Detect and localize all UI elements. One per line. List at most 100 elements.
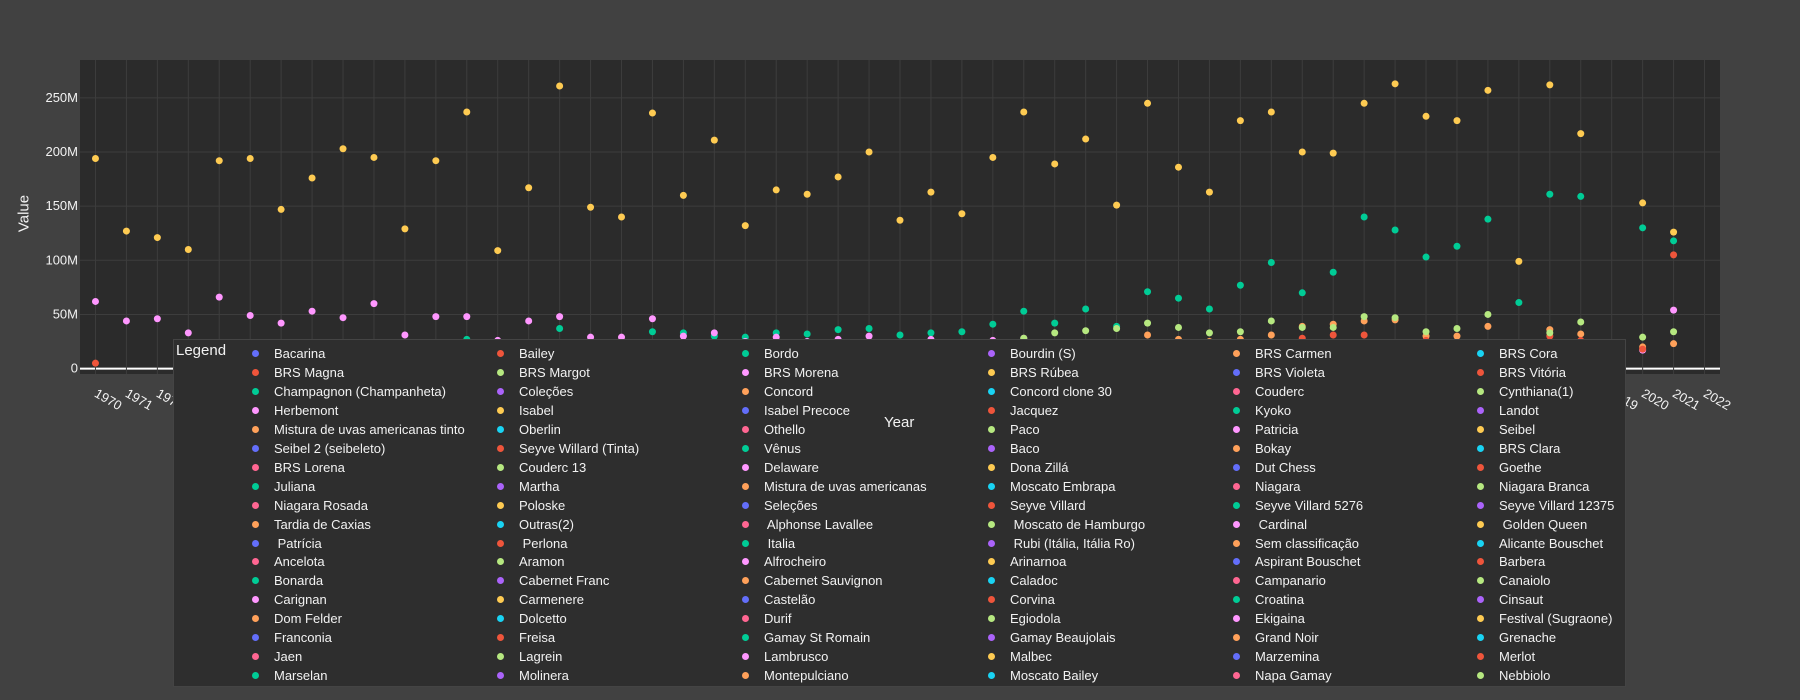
legend-item[interactable]: Festival (Sugraone) [1477,611,1612,627]
legend-item[interactable]: Dom Felder [252,611,342,627]
legend-item[interactable]: Seyve Villard 12375 [1477,498,1614,514]
legend-item[interactable]: Moscato Bailey [988,668,1098,684]
legend-item[interactable]: Seyve Willard (Tinta) [497,441,639,457]
legend-item[interactable]: Cabernet Sauvignon [742,573,883,589]
legend-item[interactable]: Champagnon (Champanheta) [252,384,446,400]
legend-item[interactable]: Bonarda [252,573,323,589]
legend-item[interactable]: Seibel [1477,422,1535,438]
legend-item[interactable]: Ekigaina [1233,611,1305,627]
legend-item[interactable]: Seleções [742,498,817,514]
legend-item[interactable]: Marzemina [1233,649,1319,665]
legend-item[interactable]: Mistura de uvas americanas [742,479,927,495]
legend-item[interactable]: Concord [742,384,813,400]
legend-item[interactable]: Dolcetto [497,611,567,627]
legend-item[interactable]: Kyoko [1233,403,1291,419]
legend-item[interactable]: Patrícia [252,536,322,552]
legend-item[interactable]: Egiodola [988,611,1061,627]
legend-item[interactable]: Montepulciano [742,668,849,684]
legend-item[interactable]: Juliana [252,479,315,495]
legend-item[interactable]: BRS Magna [252,365,344,381]
legend-item[interactable]: Canaiolo [1477,573,1550,589]
legend-item[interactable]: Napa Gamay [1233,668,1332,684]
legend-item[interactable]: BRS Cora [1477,346,1558,362]
legend-item[interactable]: Martha [497,479,559,495]
legend-item[interactable]: Freisa [497,630,555,646]
legend-item[interactable]: Carignan [252,592,327,608]
legend-item[interactable]: Poloske [497,498,565,514]
legend-item[interactable]: Cabernet Franc [497,573,609,589]
legend-item[interactable]: BRS Margot [497,365,590,381]
legend-item[interactable]: Grenache [1477,630,1556,646]
legend-item[interactable]: Niagara Rosada [252,498,368,514]
legend-item[interactable]: Isabel Precoce [742,403,850,419]
legend-item[interactable]: Goethe [1477,460,1542,476]
legend-item[interactable]: Aspirant Bouschet [1233,554,1361,570]
legend-item[interactable]: Seyve Villard 5276 [1233,498,1363,514]
legend-item[interactable]: Othello [742,422,805,438]
legend-item[interactable]: Franconia [252,630,332,646]
legend-item[interactable]: Coleções [497,384,573,400]
legend-item[interactable]: Lagrein [497,649,562,665]
legend-item[interactable]: Moscato Embrapa [988,479,1116,495]
legend-item[interactable]: Gamay Beaujolais [988,630,1116,646]
legend-item[interactable]: Alfrocheiro [742,554,826,570]
legend-item[interactable]: Cardinal [1233,517,1307,533]
legend-item[interactable]: Alphonse Lavallee [742,517,873,533]
legend-item[interactable]: Baco [988,441,1040,457]
legend-item[interactable]: Arinarnoa [988,554,1066,570]
legend-item[interactable]: Barbera [1477,554,1545,570]
legend-item[interactable]: Gamay St Romain [742,630,870,646]
legend-item[interactable]: Bourdin (S) [988,346,1076,362]
legend-item[interactable]: Seyve Villard [988,498,1086,514]
legend-item[interactable]: Malbec [988,649,1052,665]
legend-item[interactable]: Ancelota [252,554,325,570]
legend-item[interactable]: Marselan [252,668,327,684]
legend-item[interactable]: Couderc 13 [497,460,586,476]
legend-item[interactable]: Dut Chess [1233,460,1316,476]
legend-item[interactable]: Molinera [497,668,569,684]
legend-item[interactable]: Jaen [252,649,302,665]
legend-item[interactable]: Oberlin [497,422,561,438]
legend-item[interactable]: Paco [988,422,1040,438]
legend-item[interactable]: Patricia [1233,422,1298,438]
legend-item[interactable]: Niagara [1233,479,1301,495]
legend-item[interactable]: Carmenere [497,592,584,608]
legend-item[interactable]: BRS Rúbea [988,365,1079,381]
legend-item[interactable]: BRS Carmen [1233,346,1332,362]
legend-item[interactable]: Grand Noir [1233,630,1319,646]
legend-item[interactable]: Bordo [742,346,799,362]
legend-item[interactable]: Lambrusco [742,649,828,665]
legend-item[interactable]: Vênus [742,441,801,457]
legend-item[interactable]: Corvina [988,592,1055,608]
legend-item[interactable]: BRS Morena [742,365,838,381]
legend-item[interactable]: Campanario [1233,573,1326,589]
legend-item[interactable]: BRS Clara [1477,441,1560,457]
legend-item[interactable]: Croatina [1233,592,1304,608]
legend-item[interactable]: Nebbiolo [1477,668,1550,684]
legend-item[interactable]: Aramon [497,554,565,570]
legend-item[interactable]: Seibel 2 (seibeleto) [252,441,385,457]
legend-item[interactable]: Tardia de Caxias [252,517,371,533]
legend-item[interactable]: Merlot [1477,649,1535,665]
legend-item[interactable]: Isabel [497,403,554,419]
legend-item[interactable]: Durif [742,611,791,627]
legend-item[interactable]: Concord clone 30 [988,384,1112,400]
legend-item[interactable]: Caladoc [988,573,1058,589]
legend-item[interactable]: Bailey [497,346,554,362]
legend-item[interactable]: Rubi (Itália, Itália Ro) [988,536,1135,552]
legend-item[interactable]: BRS Violeta [1233,365,1325,381]
legend-item[interactable]: Alicante Bouschet [1477,536,1603,552]
legend-item[interactable]: Mistura de uvas americanas tinto [252,422,465,438]
legend-item[interactable]: Cynthiana(1) [1477,384,1573,400]
legend-item[interactable]: Golden Queen [1477,517,1587,533]
legend-item[interactable]: Italia [742,536,795,552]
legend-item[interactable]: Outras(2) [497,517,574,533]
legend-item[interactable]: Herbemont [252,403,338,419]
legend-item[interactable]: Landot [1477,403,1539,419]
legend-item[interactable]: Castelão [742,592,815,608]
legend-item[interactable]: Cinsaut [1477,592,1543,608]
legend-item[interactable]: Sem classificação [1233,536,1359,552]
legend-item[interactable]: Perlona [497,536,567,552]
legend-item[interactable]: Niagara Branca [1477,479,1589,495]
legend-item[interactable]: Couderc [1233,384,1304,400]
